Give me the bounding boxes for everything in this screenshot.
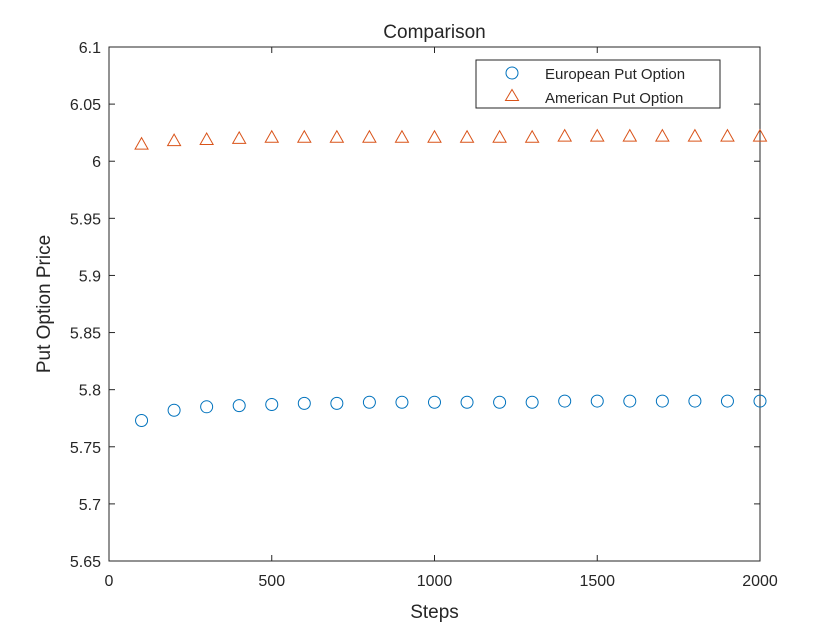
european-put-point — [753, 394, 767, 408]
x-axis-label: Steps — [410, 602, 459, 623]
european-put-point — [200, 400, 214, 414]
american-put-point — [231, 130, 247, 144]
y-tick-label: 5.95 — [70, 211, 101, 228]
european-put-point — [232, 399, 246, 413]
european-put-point — [330, 396, 344, 410]
american-put-point — [622, 128, 638, 142]
european-put-point — [688, 394, 702, 408]
y-tick-label: 5.7 — [79, 497, 101, 514]
chart-title: Comparison — [383, 22, 485, 43]
legend-label-european: European Put Option — [545, 66, 685, 83]
european-put-point — [297, 396, 311, 410]
plot-area — [108, 46, 761, 562]
american-put-point — [427, 129, 442, 143]
y-tick-label: 6 — [92, 154, 101, 171]
european-put-point — [525, 395, 539, 409]
y-tick-label: 6.05 — [70, 97, 101, 114]
legend-marker-european — [505, 66, 519, 80]
data-points — [134, 128, 768, 428]
american-put-point — [687, 128, 703, 142]
american-put-point — [720, 128, 735, 142]
american-put-point — [492, 129, 507, 143]
american-put-point — [264, 129, 280, 143]
european-put-point — [167, 403, 181, 417]
american-put-point — [166, 133, 182, 147]
european-put-point — [362, 395, 376, 409]
american-put-point — [134, 136, 149, 150]
american-put-point — [394, 129, 410, 143]
american-put-point — [459, 129, 475, 143]
american-put-point — [199, 132, 215, 146]
european-put-point — [493, 395, 507, 409]
legend-marker-american — [504, 88, 520, 101]
european-put-point — [558, 394, 572, 408]
y-axis-label: Put Option Price — [34, 235, 55, 373]
y-tick-label: 5.9 — [79, 268, 101, 285]
american-put-point — [329, 129, 345, 143]
x-tick-label: 500 — [258, 573, 285, 590]
european-put-point — [590, 394, 604, 408]
y-tick-label: 5.75 — [70, 440, 101, 457]
european-put-point — [265, 398, 279, 412]
american-put-point — [654, 128, 670, 142]
y-tick-label: 6.1 — [79, 40, 101, 57]
axis-ticks: 0 500 1000 1500 2000 5.65 5.7 5.75 5.8 5.85 5.9 5.9… — [70, 40, 778, 590]
legend-box — [475, 59, 721, 109]
y-tick-label: 5.65 — [70, 554, 101, 571]
european-put-point — [135, 414, 149, 428]
european-put-point — [395, 395, 409, 409]
american-put-point — [296, 129, 312, 143]
european-put-point — [623, 394, 637, 408]
x-tick-label: 2000 — [742, 573, 778, 590]
american-put-point — [524, 129, 540, 143]
european-put-point — [460, 395, 474, 409]
x-tick-label: 0 — [105, 573, 114, 590]
x-tick-label: 1000 — [417, 573, 453, 590]
y-tick-label: 5.85 — [70, 326, 101, 343]
american-put-point — [752, 128, 768, 142]
legend-label-american: American Put Option — [545, 90, 683, 107]
european-put-point — [655, 394, 669, 408]
american-put-point — [362, 129, 377, 143]
european-put-point — [428, 395, 441, 409]
american-put-point — [589, 128, 605, 142]
european-put-point — [720, 394, 734, 408]
legend: European Put Option American Put Option — [475, 59, 721, 109]
y-tick-label: 5.8 — [79, 383, 101, 400]
american-put-point — [557, 128, 573, 142]
x-tick-label: 1500 — [579, 573, 615, 590]
